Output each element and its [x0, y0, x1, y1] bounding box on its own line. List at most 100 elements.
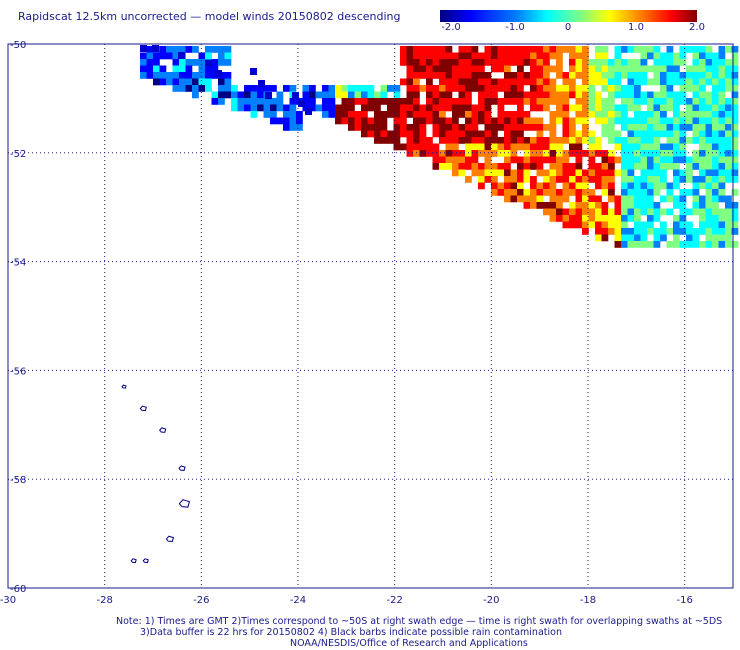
- longitude-tick-label: -22: [386, 595, 402, 606]
- swath-pixel: [419, 124, 427, 131]
- swath-pixel: [634, 46, 641, 53]
- swath-pixel: [556, 156, 563, 164]
- swath-pixel: [679, 117, 687, 125]
- swath-pixel: [458, 52, 466, 60]
- swath-pixel: [322, 111, 329, 118]
- swath-pixel: [621, 111, 628, 118]
- swath-pixel: [653, 124, 661, 131]
- swath-pixel: [497, 137, 505, 144]
- swath-pixel: [634, 104, 641, 112]
- swath-pixel: [653, 182, 661, 190]
- swath-pixel: [458, 130, 466, 138]
- swath-pixel: [595, 163, 602, 170]
- swath-pixel: [354, 91, 362, 99]
- swath-pixel: [517, 176, 524, 183]
- swath-pixel: [725, 176, 732, 183]
- swath-pixel: [731, 91, 739, 99]
- swath-pixel: [692, 85, 700, 92]
- swath-pixel: [413, 46, 420, 53]
- swath-pixel: [465, 111, 472, 118]
- swath-pixel: [426, 52, 433, 60]
- swath-pixel: [679, 169, 687, 177]
- swath-pixel: [569, 52, 576, 60]
- swath-pixel: [367, 104, 375, 112]
- swath-pixel: [536, 130, 544, 138]
- swath-pixel: [471, 52, 479, 60]
- swath-pixel: [406, 72, 414, 79]
- swath-pixel: [614, 156, 622, 164]
- swath-pixel: [712, 137, 719, 144]
- swath-pixel: [374, 137, 381, 144]
- swath-pixel: [393, 117, 401, 125]
- swath-pixel: [627, 208, 635, 216]
- swath-pixel: [478, 104, 485, 112]
- swath-pixel: [640, 65, 648, 73]
- swath-pixel: [276, 91, 284, 99]
- swath-pixel: [601, 104, 609, 112]
- swath-pixel: [426, 137, 433, 144]
- swath-pixel: [588, 195, 596, 203]
- swath-pixel: [699, 215, 706, 222]
- swath-pixel: [718, 59, 726, 66]
- swath-pixel: [497, 65, 505, 73]
- swath-pixel: [686, 208, 693, 216]
- swath-pixel: [166, 78, 173, 86]
- swath-pixel: [660, 78, 667, 86]
- swath-pixel: [250, 68, 257, 75]
- swath-pixel: [582, 117, 589, 125]
- swath-pixel: [549, 91, 557, 99]
- swath-pixel: [387, 98, 394, 105]
- swath-pixel: [718, 85, 726, 92]
- swath-pixel: [575, 104, 583, 112]
- swath-pixel: [653, 169, 661, 177]
- swath-pixel: [627, 85, 635, 92]
- swath-pixel: [588, 59, 596, 66]
- swath-pixel: [296, 111, 303, 118]
- latitude-tick-label: -52: [10, 149, 26, 160]
- swath-pixel: [510, 78, 518, 86]
- swath-pixel: [458, 59, 466, 66]
- swath-pixel: [478, 163, 485, 170]
- swath-pixel: [549, 156, 557, 164]
- swath-pixel: [354, 111, 362, 118]
- swath-pixel: [627, 189, 635, 196]
- swath-pixel: [374, 124, 381, 131]
- swath-pixel: [523, 124, 531, 131]
- swath-pixel: [406, 78, 414, 86]
- swath-pixel: [335, 111, 342, 118]
- swath-pixel: [718, 52, 726, 60]
- swath-pixel: [315, 104, 323, 112]
- swath-pixel: [172, 72, 180, 79]
- swath-pixel: [432, 163, 440, 170]
- swath-pixel: [298, 100, 305, 107]
- swath-pixel: [575, 98, 583, 105]
- swath-pixel: [608, 195, 615, 203]
- swath-pixel: [348, 98, 355, 105]
- swath-pixel: [640, 72, 648, 79]
- swath-pixel: [608, 130, 615, 138]
- swath-pixel: [608, 124, 615, 131]
- swath-pixel: [244, 98, 251, 105]
- swath-pixel: [140, 52, 147, 60]
- swath-pixel: [140, 65, 147, 73]
- swath-pixel: [367, 124, 375, 131]
- swath-pixel: [491, 169, 498, 177]
- swath-pixel: [569, 182, 576, 190]
- swath-pixel: [595, 208, 602, 216]
- swath-pixel: [634, 72, 641, 79]
- swath-pixel: [185, 85, 193, 92]
- swath-pixel: [692, 150, 700, 157]
- swath-pixel: [517, 46, 524, 53]
- swath-pixel: [419, 117, 427, 125]
- swath-pixel: [575, 137, 583, 144]
- swath-pixel: [588, 143, 596, 151]
- swath-pixel: [283, 124, 290, 131]
- swath-pixel: [653, 46, 661, 53]
- island-outline: [121, 384, 127, 389]
- swath-pixel: [380, 117, 388, 125]
- swath-pixel: [543, 124, 550, 131]
- swath-pixel: [640, 59, 648, 66]
- swath-pixel: [504, 124, 511, 131]
- swath-pixel: [595, 52, 602, 60]
